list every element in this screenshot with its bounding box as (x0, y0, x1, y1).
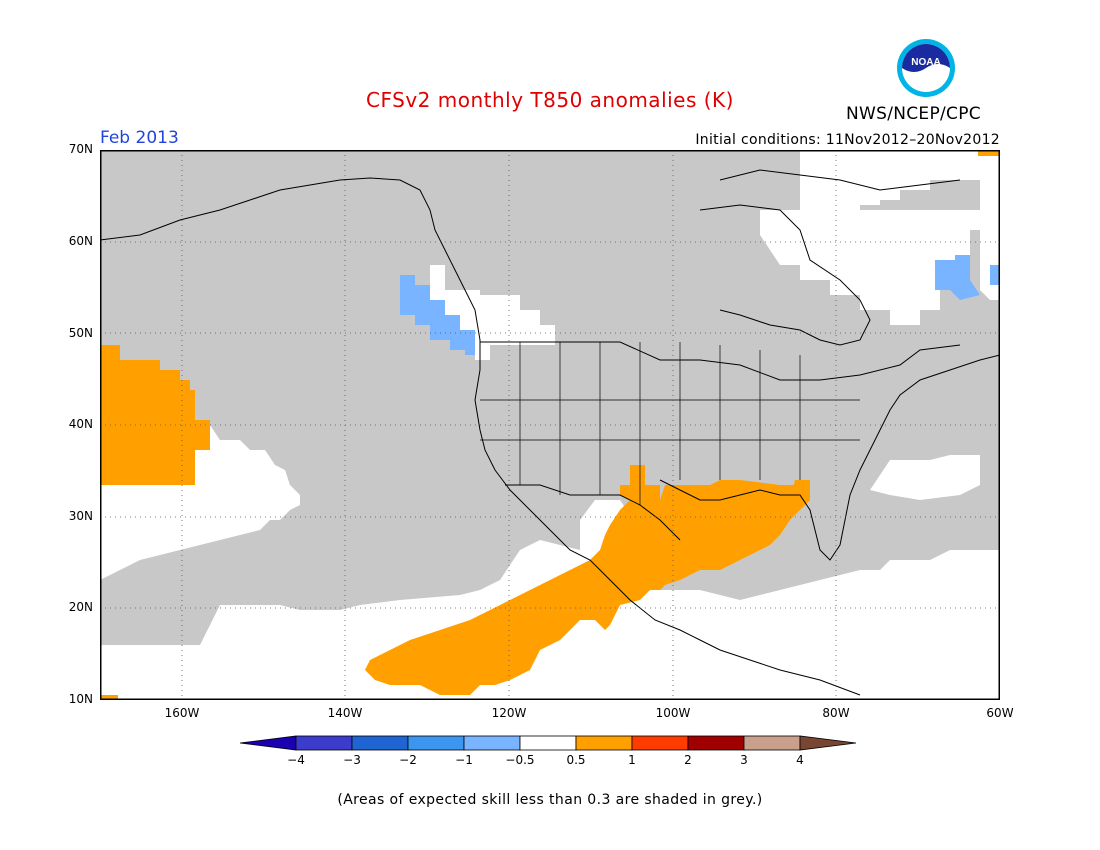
legend-swatch-2 (351, 735, 409, 751)
footnote: (Areas of expected skill less than 0.3 a… (337, 792, 763, 808)
color-legend: −4 −3 −2 −1 −0.5 0.5 1 2 3 4 (239, 735, 857, 767)
us-mexico-border (505, 484, 681, 541)
logo-text: NOAA (911, 57, 940, 68)
lon-label-100w: 100W (655, 706, 691, 720)
arctic-coast (719, 169, 961, 191)
graticule (100, 150, 1000, 700)
lat-label-30n: 30N (68, 509, 93, 523)
lat-label-20n: 20N (68, 600, 93, 614)
lat-label-60n: 60N (68, 234, 93, 248)
agency-label: NWS/NCEP/CPC (846, 104, 981, 124)
legend-swatch-9 (743, 735, 801, 751)
lon-label-120w: 120W (491, 706, 527, 720)
legend-swatch-7 (631, 735, 689, 751)
neutral-region-hudson (800, 150, 1000, 210)
neutral-region-atlantic (870, 455, 980, 500)
coastlines (100, 169, 1000, 696)
legend-swatch-3 (407, 735, 465, 751)
legend-swatch-1 (295, 735, 353, 751)
legend-swatch-8 (687, 735, 745, 751)
initial-conditions: Initial conditions: 11Nov2012–20Nov2012 (695, 132, 1000, 148)
legend-label: −2 (399, 753, 417, 767)
legend-label: 3 (740, 753, 748, 767)
hudson-bay (699, 204, 871, 346)
positive-anomaly-corner-sw (100, 695, 118, 700)
legend-swatch-4 (463, 735, 521, 751)
forecast-month: Feb 2013 (100, 128, 179, 148)
negative-anomaly-regions (400, 255, 1000, 355)
positive-anomaly-corner (978, 150, 1000, 156)
map-frame (100, 150, 1000, 700)
east-coastline (659, 354, 1000, 561)
legend-swatch-6 (575, 735, 633, 751)
lat-label-10n: 10N (68, 692, 93, 706)
lon-label-140w: 140W (327, 706, 363, 720)
negative-anomaly-east (990, 265, 1000, 285)
legend-label: 0.5 (566, 753, 585, 767)
noaa-logo: NOAA (897, 39, 955, 97)
lat-label-50n: 50N (68, 326, 93, 340)
us-canada-border (480, 341, 961, 381)
anomaly-map (100, 150, 1000, 700)
legend-swatch-min (239, 735, 297, 751)
lon-label-80w: 80W (822, 706, 850, 720)
state-grid (480, 342, 860, 505)
legend-label: −0.5 (505, 753, 534, 767)
lat-label-40n: 40N (68, 417, 93, 431)
lon-label-160w: 160W (164, 706, 200, 720)
positive-anomaly-regions (100, 150, 1000, 700)
neutral-region-quebec (760, 210, 980, 325)
lon-label-60w: 60W (986, 706, 1014, 720)
legend-swatch-max (799, 735, 857, 751)
legend-label: −4 (287, 753, 305, 767)
negative-anomaly-labrador (935, 255, 980, 300)
west-coastline (100, 177, 861, 696)
legend-label: 1 (628, 753, 636, 767)
legend-labels: −4 −3 −2 −1 −0.5 0.5 1 2 3 4 (287, 753, 804, 767)
state-borders (480, 342, 860, 505)
neutral-region-pacific (100, 425, 300, 580)
legend-label: −3 (343, 753, 361, 767)
map-title: CFSv2 monthly T850 anomalies (K) (366, 88, 734, 112)
legend-swatches (239, 735, 857, 751)
legend-label: 4 (796, 753, 804, 767)
positive-anomaly-southern-us-mexico (365, 465, 810, 695)
legend-label: −1 (455, 753, 473, 767)
legend-swatch-5 (519, 735, 577, 751)
legend-label: 2 (684, 753, 692, 767)
positive-anomaly-pacific (100, 345, 210, 485)
negative-anomaly-bc-coast (400, 275, 475, 355)
lat-label-70n: 70N (68, 142, 93, 156)
